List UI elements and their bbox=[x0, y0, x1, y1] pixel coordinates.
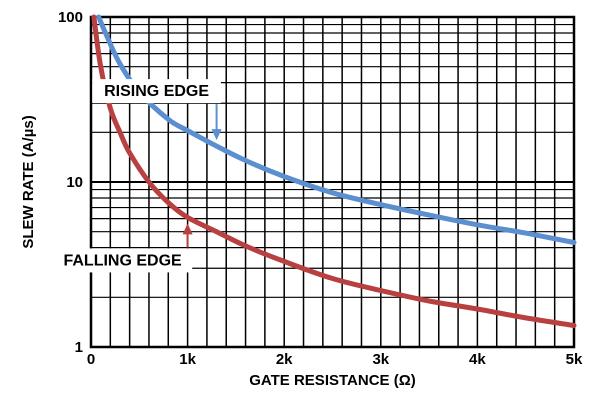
plot-frame bbox=[89, 15, 576, 349]
y-tick-labels: 1 10 100 bbox=[58, 9, 83, 356]
y-tick-label: 100 bbox=[58, 9, 83, 26]
annotation-arrow-head bbox=[211, 129, 222, 141]
annotation-arrow-head bbox=[182, 223, 193, 235]
annotation-label: RISING EDGE bbox=[104, 83, 209, 100]
annotations: RISING EDGE FALLING EDGE bbox=[53, 79, 222, 273]
annotation-box bbox=[53, 248, 193, 273]
series-line-1 bbox=[91, 14, 577, 328]
y-axis-label: SLEW RATE (A/µs) bbox=[20, 115, 37, 248]
x-tick-label: 1k bbox=[179, 351, 196, 368]
y-tick-label: 10 bbox=[66, 174, 83, 191]
x-tick-label: 2k bbox=[276, 351, 293, 368]
x-tick-labels: 0 1k 2k 3k 4k 5k bbox=[87, 351, 583, 368]
x-axis-label: GATE RESISTANCE (Ω) bbox=[249, 372, 415, 389]
x-tick-label: 5k bbox=[566, 351, 583, 368]
grid bbox=[91, 17, 574, 347]
x-tick-label: 0 bbox=[87, 351, 95, 368]
series-group bbox=[91, 14, 577, 328]
series-line-0 bbox=[96, 14, 577, 245]
annotation-label: FALLING EDGE bbox=[63, 252, 182, 269]
x-tick-label: 4k bbox=[469, 351, 486, 368]
x-tick-label: 3k bbox=[372, 351, 389, 368]
annotation-box bbox=[92, 79, 221, 104]
y-tick-label: 1 bbox=[75, 339, 83, 356]
